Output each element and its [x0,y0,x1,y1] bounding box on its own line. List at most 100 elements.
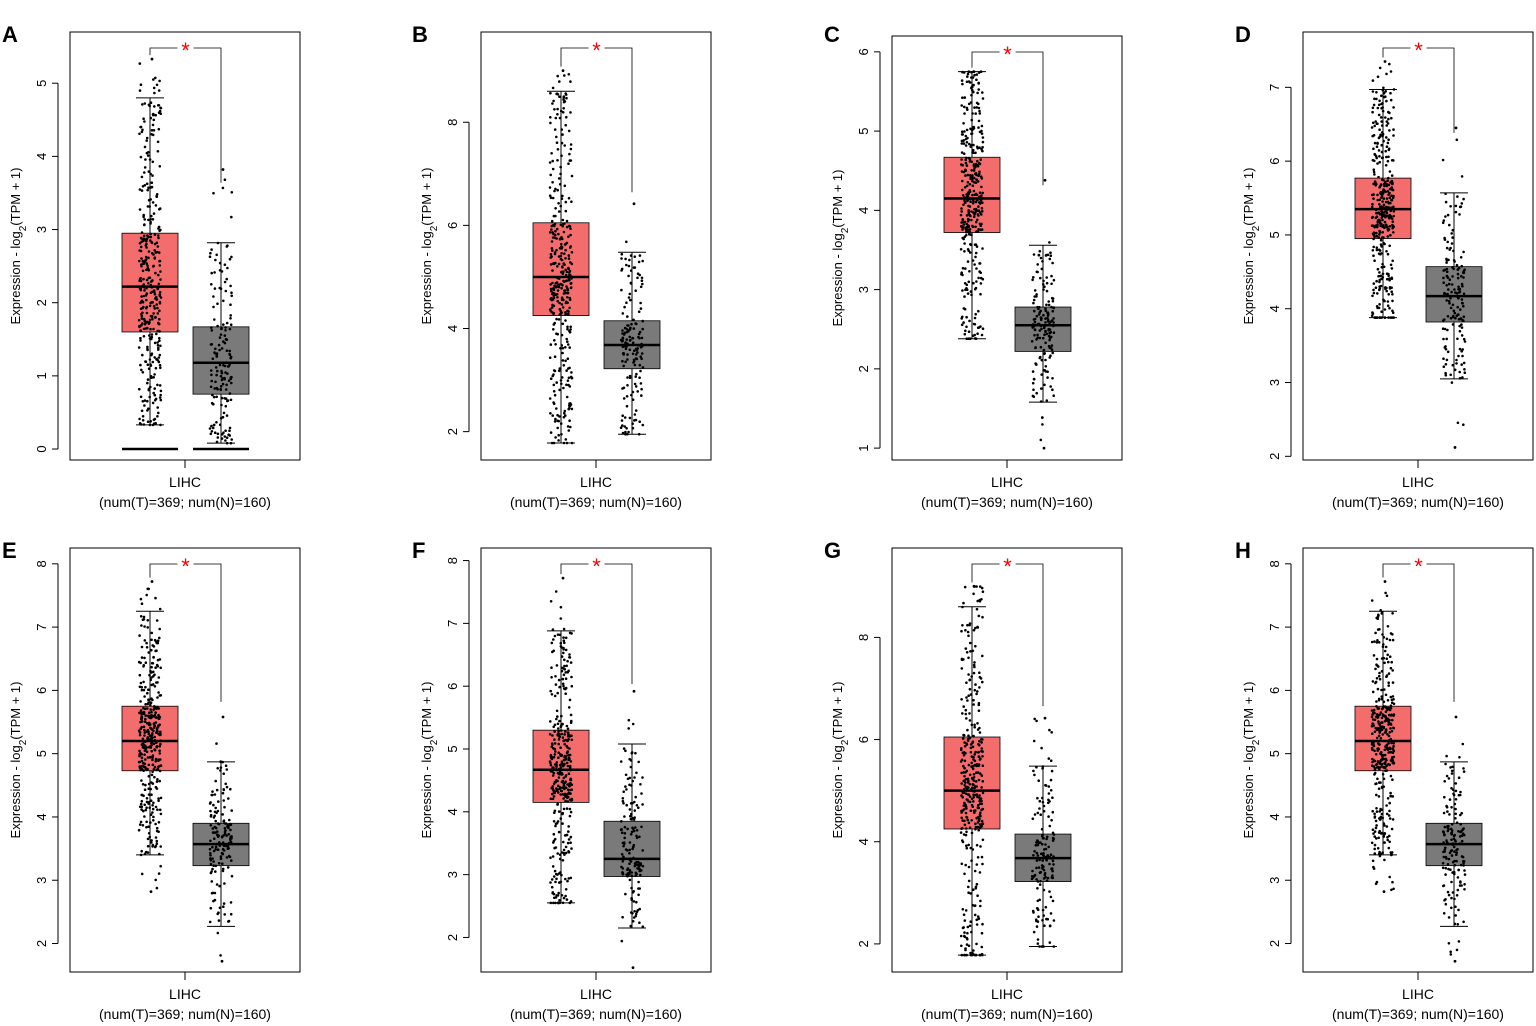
sample-point [1451,891,1455,894]
sample-point [217,343,221,347]
sample-point [979,175,983,178]
sample-point [158,715,162,719]
sample-point [625,788,628,791]
sample-point [554,901,557,905]
sample-point [1375,97,1378,101]
sample-point [971,740,975,743]
sample-point [972,734,975,738]
sample-point [1441,221,1445,225]
sample-point [155,716,158,719]
sample-point [568,753,572,757]
sample-point [1384,286,1387,289]
sample-point [568,296,572,300]
sample-point [1458,329,1462,333]
sample-point [975,209,979,212]
sample-point [1462,292,1466,296]
sample-point [549,283,552,286]
sample-point [980,207,984,210]
sample-point [1459,813,1462,817]
sample-point [145,182,149,186]
sample-point [568,698,572,702]
sample-point [980,774,984,777]
sample-point [551,298,555,301]
sample-point [156,724,160,728]
sample-point [224,404,228,408]
sample-point [1386,300,1390,303]
sample-point [975,178,978,181]
sample-point [1388,277,1391,280]
sample-point [965,325,968,329]
sample-point [153,249,156,252]
sample-point [1450,806,1453,809]
sample-point [1383,308,1387,311]
sample-point [1381,156,1384,159]
sample-point [1374,882,1378,886]
sample-point [552,288,556,292]
sample-point [1445,337,1448,341]
sample-point [562,100,566,104]
sample-point [968,81,972,84]
panel-letter: D [1235,22,1251,47]
sample-point [224,388,228,391]
sample-point [564,311,567,314]
sample-point [1034,346,1037,349]
sample-point [1042,851,1045,855]
sample-point [641,925,645,928]
sample-point [1378,628,1381,631]
sample-point [1378,66,1382,70]
sample-point [153,735,156,739]
sample-point [1042,326,1046,330]
sample-point [1462,250,1465,254]
sample-point [636,276,639,280]
sample-point [145,797,149,800]
sample-point [1389,666,1393,670]
sample-point [220,371,224,375]
sample-point [554,116,558,120]
sample-point [560,732,564,736]
sample-point [1450,896,1453,900]
sample-point [550,240,554,243]
sample-point [977,778,981,782]
sample-point [148,318,152,322]
sample-point [215,386,218,390]
plot-frame [480,547,712,973]
sample-point [1456,268,1460,271]
sample-point [216,432,220,436]
plot-frame [1302,31,1534,461]
sample-point [559,165,562,169]
sample-point [1456,276,1460,280]
sample-point [981,780,985,783]
sample-point [557,732,560,735]
sample-point [1033,328,1037,331]
sample-point [981,791,985,795]
sample-point [976,159,979,163]
sample-point [554,896,558,899]
sample-point [627,296,631,299]
sample-point [1387,684,1390,687]
sample-point [569,328,572,331]
sample-point [965,230,968,234]
sample-point [210,793,213,797]
sample-point [1392,214,1395,218]
sample-point [145,593,148,597]
sample-point [553,355,557,359]
sample-point [960,794,963,797]
sample-point [979,292,982,296]
sample-point [1380,252,1383,255]
sample-point [1383,761,1387,764]
sample-point [157,759,160,763]
sample-point [159,270,162,273]
sample-point [209,251,212,255]
sample-point [960,151,964,154]
sample-point [966,798,969,802]
sample-point [969,290,973,293]
sample-point [562,797,565,800]
sample-point [563,409,567,413]
sample-point [145,305,149,309]
sample-point [980,808,983,812]
sample-point [959,213,963,217]
sample-point [151,279,154,282]
sample-point [1387,138,1390,141]
sample-point [554,780,557,784]
sample-point [967,280,971,284]
